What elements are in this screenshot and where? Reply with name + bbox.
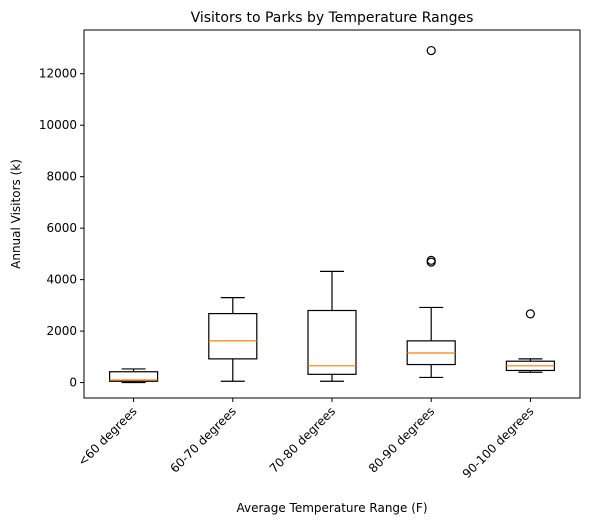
y-axis-label: Annual Visitors (k) xyxy=(9,159,23,269)
y-tick-label: 8000 xyxy=(46,170,77,184)
box-group xyxy=(307,270,357,382)
y-tick-label: 4000 xyxy=(46,273,77,287)
box-group xyxy=(406,45,456,379)
iqr-box xyxy=(108,371,159,382)
x-axis-label: Average Temperature Range (F) xyxy=(236,501,427,515)
y-tick-label: 10000 xyxy=(39,118,77,132)
y-axis-ticks: 0 2000 4000 6000 8000 10000 12000 xyxy=(39,67,84,390)
outlier-point xyxy=(525,309,536,319)
box-group xyxy=(208,297,258,382)
y-tick-label: 2000 xyxy=(46,324,77,338)
box-group xyxy=(108,368,159,384)
iqr-box xyxy=(208,312,258,360)
chart-title: Visitors to Parks by Temperature Ranges xyxy=(191,10,474,26)
y-tick-label: 12000 xyxy=(39,67,77,81)
outlier-point xyxy=(426,45,436,56)
box-group xyxy=(505,309,555,373)
y-tick-label: 0 xyxy=(69,376,77,390)
outlier-point xyxy=(426,255,436,265)
y-tick-label: 6000 xyxy=(46,221,77,235)
iqr-box xyxy=(307,309,357,375)
